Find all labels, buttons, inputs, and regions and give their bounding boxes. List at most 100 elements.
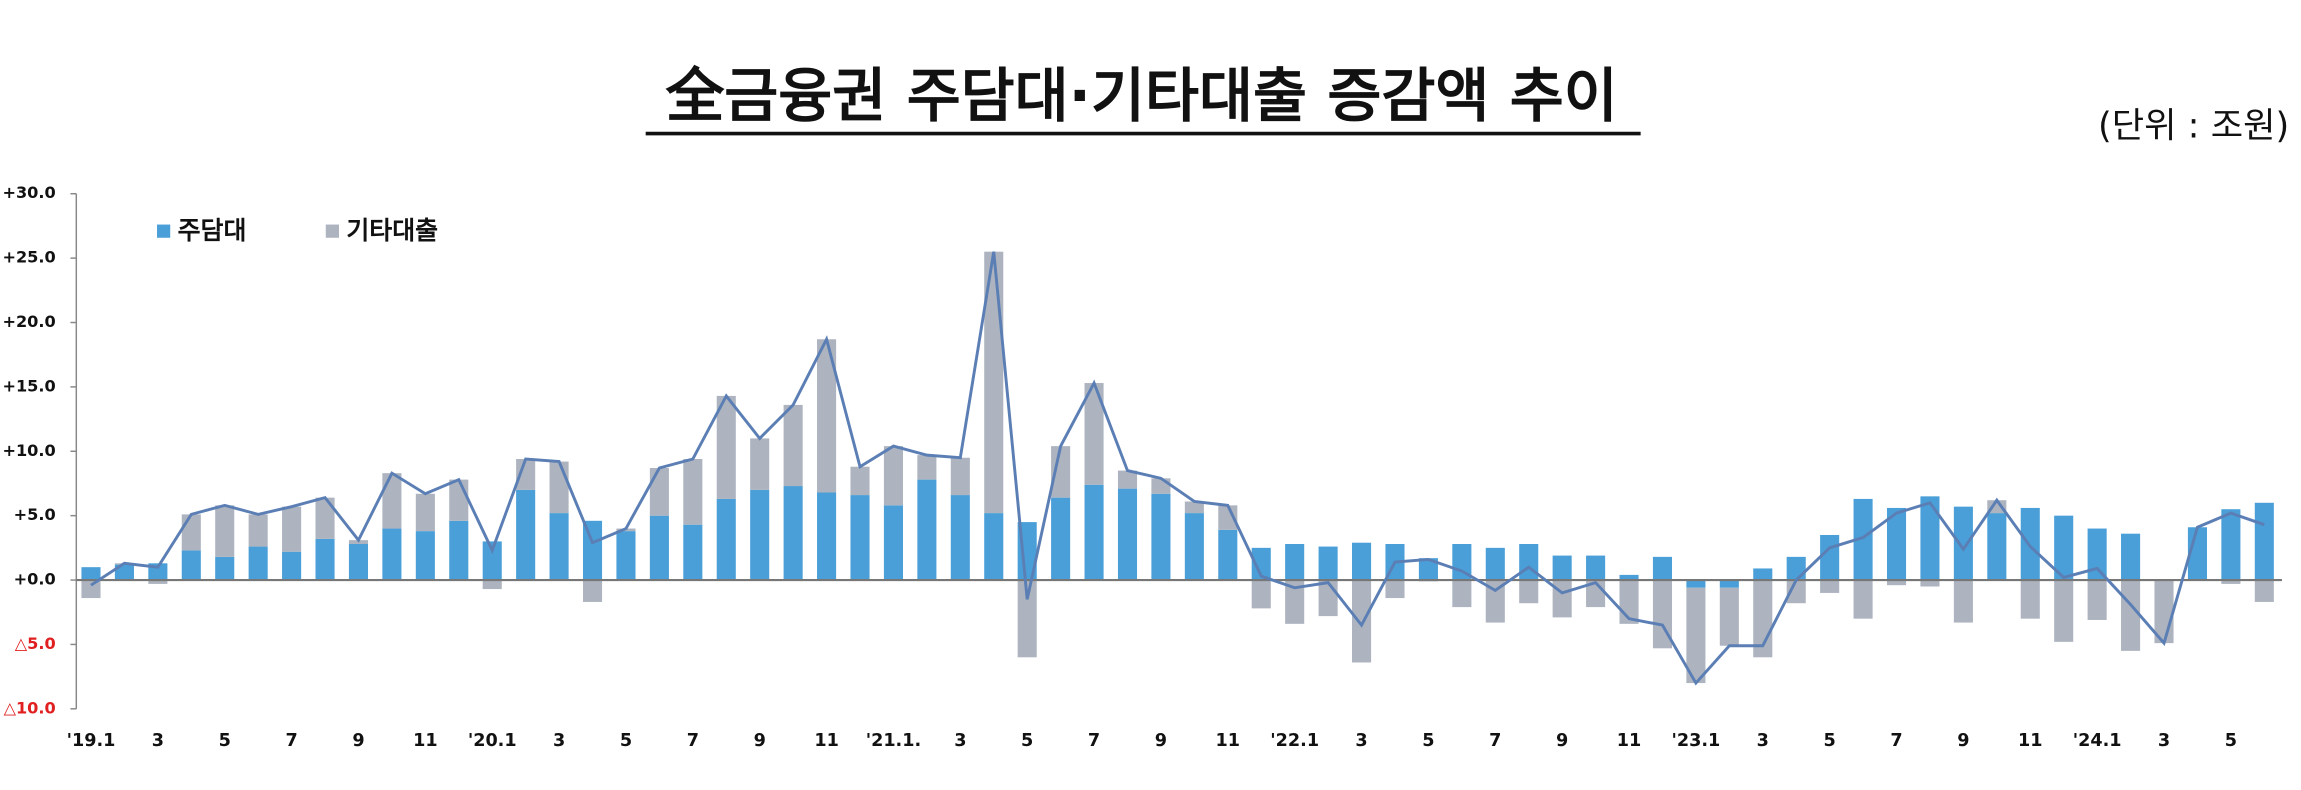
bar [917, 479, 937, 581]
bar [917, 455, 937, 480]
bar [1352, 542, 1372, 581]
bar [950, 495, 970, 581]
bar [1151, 493, 1171, 581]
x-tick-label: 7 [1890, 731, 1902, 751]
bar [1652, 556, 1673, 581]
bar [1953, 506, 1973, 581]
x-tick-label: 9 [1556, 731, 1568, 751]
bar [181, 514, 201, 551]
bar [449, 479, 469, 521]
bar [1485, 547, 1505, 581]
x-tick-label: 9 [754, 731, 766, 751]
bar [783, 486, 803, 581]
bar [1686, 580, 1706, 588]
bar [1786, 580, 1806, 604]
bar [2221, 580, 2241, 584]
bar [1184, 501, 1204, 514]
bar [2121, 580, 2141, 651]
bar [181, 550, 201, 581]
x-tick-label: 11 [1617, 731, 1641, 751]
bar [2087, 528, 2107, 581]
x-tick-label: 5 [1021, 731, 1033, 751]
bar [1117, 470, 1138, 489]
bar [984, 251, 1004, 514]
bar [1920, 580, 1940, 587]
bar [817, 492, 837, 581]
bar [449, 520, 469, 581]
bar [649, 468, 669, 516]
bar [1719, 587, 1739, 646]
bar [1485, 580, 1505, 623]
x-tick-label: 5 [1422, 731, 1434, 751]
bar [716, 395, 736, 499]
bar [1886, 580, 1907, 586]
bar [248, 514, 268, 547]
bar [2054, 580, 2074, 642]
bar [415, 493, 435, 532]
bar [1886, 507, 1907, 581]
bar [783, 404, 803, 487]
bar [616, 531, 636, 581]
x-tick-label: 7 [285, 731, 297, 751]
bar [950, 457, 970, 496]
bar [215, 505, 235, 557]
bar [81, 580, 101, 599]
x-tick-label: '23.1 [1672, 731, 1721, 751]
bar [850, 466, 870, 496]
bar [415, 531, 435, 581]
bar [248, 546, 268, 581]
bar [883, 505, 903, 581]
x-tick-label: '21.1. [866, 731, 921, 751]
bar [348, 543, 369, 581]
bar [2087, 580, 2107, 620]
bar [2221, 509, 2241, 581]
bar [1920, 496, 1940, 581]
x-tick-label: 9 [352, 731, 364, 751]
bar [1719, 580, 1739, 588]
legend-swatch [325, 224, 339, 238]
bar [549, 513, 569, 581]
bar [1184, 513, 1204, 581]
y-tick-label: +20.0 [2, 312, 55, 331]
bar [1352, 580, 1372, 663]
bar [2020, 507, 2040, 581]
x-tick-label: 9 [1155, 731, 1167, 751]
bar [1452, 543, 1472, 581]
chart-title: 全금융권 주담대·기타대출 증감액 추이 [665, 62, 1618, 130]
bar [282, 506, 302, 552]
bar [282, 551, 302, 581]
bar [1251, 547, 1271, 581]
x-tick-label: 11 [1216, 731, 1240, 751]
y-tick-label: +30.0 [2, 183, 55, 202]
x-tick-label: 7 [687, 731, 699, 751]
x-tick-label: 11 [814, 731, 838, 751]
y-tick-label: △10.0 [4, 698, 56, 717]
bar [1853, 498, 1873, 581]
bar [2254, 502, 2274, 581]
bar [315, 497, 335, 539]
bar [1519, 580, 1539, 604]
bar [1786, 556, 1806, 581]
x-tick-label: 3 [152, 731, 164, 751]
bar [1084, 484, 1104, 581]
bar [1552, 555, 1572, 581]
bar [683, 524, 703, 581]
bar [1251, 580, 1271, 609]
x-tick-label: '22.1 [1270, 731, 1319, 751]
bar [1987, 500, 2007, 514]
bar [1084, 383, 1104, 485]
bar [1218, 529, 1238, 581]
bar [482, 541, 502, 581]
bar [482, 580, 502, 590]
bar [1318, 580, 1338, 617]
x-tick-label: 9 [1957, 731, 1969, 751]
x-tick-label: '24.1 [2073, 731, 2122, 751]
bar [1117, 488, 1138, 581]
bar [1619, 574, 1639, 581]
bar [1285, 580, 1305, 624]
bar [716, 498, 736, 581]
legend-swatch [157, 224, 171, 238]
x-tick-label: 5 [219, 731, 231, 751]
bar [1753, 568, 1773, 581]
bar [1552, 580, 1572, 618]
